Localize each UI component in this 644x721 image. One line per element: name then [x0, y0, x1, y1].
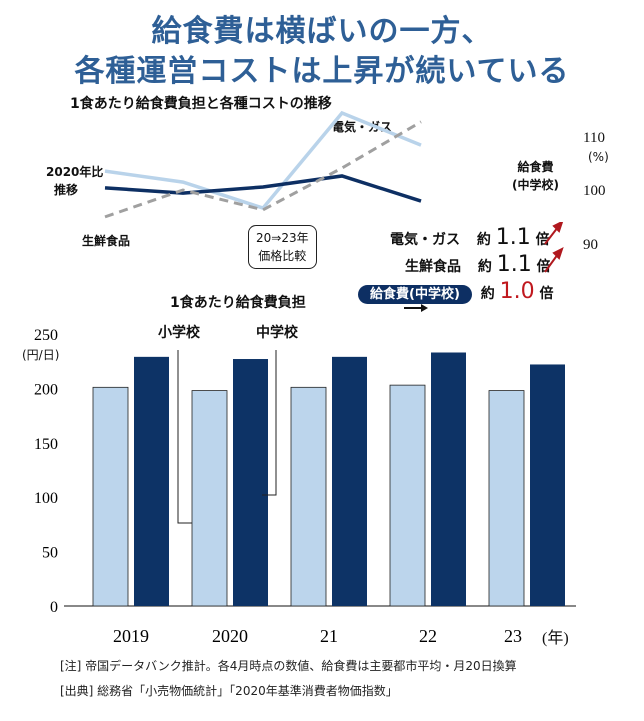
ratio-prefix: 約: [476, 232, 491, 248]
ylabel-line: 推移: [54, 183, 79, 197]
y-tick-label: 200: [34, 381, 58, 398]
bar-junior-high: [530, 364, 565, 606]
x-tick-label: 21: [320, 626, 338, 646]
ytick-100: 100: [583, 183, 606, 199]
bar-ylabel: (円/日): [22, 348, 60, 362]
label-school-sub: (中学校): [512, 178, 559, 192]
x-tick-label: 23: [504, 626, 522, 646]
bar-elementary: [488, 390, 525, 607]
leader-line-elementary: [177, 350, 192, 524]
x-tick-label: 22: [419, 626, 437, 646]
ytick-110: 110: [583, 130, 605, 146]
y-tick-label: 100: [34, 490, 58, 507]
line-series-2: [104, 120, 422, 219]
ratio-prefix: 約: [477, 259, 492, 275]
y-tick-label: 150: [34, 436, 58, 453]
bar-junior-high: [332, 356, 367, 606]
ratio-prefix: 約: [480, 286, 495, 302]
up-arrow-icons: [544, 222, 564, 273]
y-tick-label: 0: [50, 599, 58, 616]
x-tick-label: 2019: [113, 626, 149, 646]
label-school-name: 給食費: [517, 160, 554, 174]
bar-elementary: [389, 384, 426, 607]
ratio-name: 電気・ガス: [390, 232, 460, 248]
ratio-value: 1.1: [496, 252, 532, 277]
source: [出典] 総務省「小売物価統計」「2020年基準消費者物価指数」: [60, 684, 398, 698]
bar-chart: 0 50 100 150 200 250 2019 2020 21 22 23: [34, 327, 576, 646]
compare-box-line: 20⇒23年: [256, 231, 309, 245]
legend-elementary: 小学校: [158, 325, 200, 341]
y-tick-label: 250: [34, 327, 58, 344]
line-chart-title: 1食あたり給食費負担と各種コストの推移: [70, 96, 332, 112]
ratio-suffix: 倍: [539, 286, 554, 302]
label-electric: 電気・ガス: [332, 120, 393, 134]
label-fresh: 生鮮食品: [82, 234, 131, 248]
x-tick-label: 2020: [212, 626, 248, 646]
bar-junior-high: [431, 352, 466, 606]
ratio-name: 生鮮食品: [405, 259, 461, 275]
note: [注] 帝国データバンク推計。各4月時点の数値、給食費は主要都市平均・月20日換…: [60, 659, 517, 673]
line-ylabel: 2020年比 推移: [46, 163, 103, 199]
ratio-name-pill: 給食費(中学校): [358, 285, 472, 304]
ratio-value: 1.1: [495, 225, 531, 250]
bar-elementary: [92, 386, 129, 607]
legend-junior-high: 中学校: [256, 325, 298, 341]
compare-box-line: 価格比較: [258, 249, 307, 263]
ratio-value: 1.0: [499, 279, 535, 304]
line-series-1: [104, 174, 422, 203]
label-school: 給食費 (中学校): [512, 158, 559, 194]
ratio-electric: 電気・ガス 約 1.1 倍: [390, 225, 550, 250]
ytick-90: 90: [583, 237, 598, 253]
bar-elementary: [191, 390, 228, 607]
headline-line-2: 各種運営コストは上昇が続いている: [74, 54, 570, 89]
line-chart: [104, 110, 422, 219]
headline-line-1: 給食費は横ばいの一方、: [151, 14, 493, 49]
flat-arrow-icon: [404, 304, 428, 312]
bar-junior-high: [233, 359, 268, 606]
ratio-school: 給食費(中学校) 約 1.0 倍: [358, 279, 554, 304]
y-tick-label: 50: [42, 545, 58, 562]
x-unit: (年): [542, 630, 569, 647]
ratio-fresh: 生鮮食品 約 1.1 倍: [405, 252, 551, 277]
bar-chart-title: 1食あたり給食費負担: [170, 295, 306, 311]
compare-box: 20⇒23年 価格比較: [248, 225, 317, 269]
line-series-0: [104, 110, 422, 211]
bar-junior-high: [134, 356, 169, 606]
ratio-suffix: 倍: [536, 259, 551, 275]
ylabel-line: 2020年比: [46, 165, 104, 179]
leader-line-junior-high: [262, 350, 277, 496]
yunit: (%): [588, 150, 609, 164]
bar-elementary: [290, 386, 327, 607]
